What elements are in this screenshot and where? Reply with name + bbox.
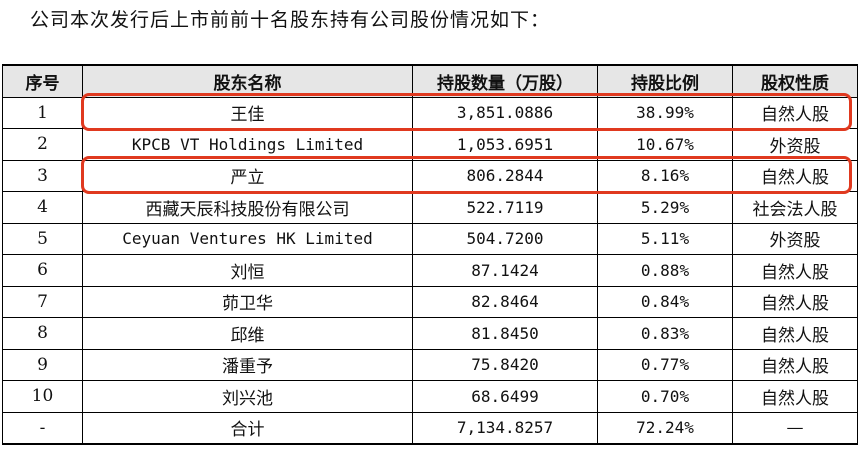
cell-shares: 81.8450 [412, 317, 598, 350]
cell-holder-name: 潘重予 [82, 348, 413, 381]
table-row: 4 西藏天辰科技股份有限公司 522.7119 5.29% 社会法人股 [2, 191, 858, 224]
cell-equity-type: 自然人股 [732, 96, 858, 129]
cell-seq: 1 [2, 96, 83, 129]
table-row: 7 茆卫华 82.8464 0.84% 自然人股 [2, 285, 858, 318]
cell-equity-type: 自然人股 [732, 159, 858, 192]
cell-ratio: 72.24% [597, 411, 733, 445]
cell-holder-name: 刘兴池 [82, 380, 413, 413]
cell-equity-type: 外资股 [732, 222, 858, 255]
cell-ratio: 0.88% [597, 254, 733, 287]
cell-ratio: 5.11% [597, 222, 733, 255]
intro-text: 公司本次发行后上市前前十名股东持有公司股份情况如下： [30, 9, 551, 31]
table-row: 8 邱维 81.8450 0.83% 自然人股 [2, 317, 858, 350]
header-equity-type: 股权性质 [732, 64, 858, 98]
cell-equity-type: 自然人股 [732, 254, 858, 287]
cell-seq: - [2, 411, 83, 445]
cell-equity-type: 社会法人股 [732, 191, 858, 224]
cell-holder-name: KPCB VT Holdings Limited [82, 128, 413, 161]
cell-holder-name: 严立 [82, 159, 413, 192]
total-row: - 合计 7,134.8257 72.24% — [2, 411, 858, 445]
cell-shares: 1,053.6951 [412, 128, 598, 161]
cell-seq: 2 [2, 128, 83, 161]
cell-ratio: 10.67% [597, 128, 733, 161]
cell-ratio: 5.29% [597, 191, 733, 224]
cell-seq: 4 [2, 191, 83, 224]
cell-equity-type: 自然人股 [732, 380, 858, 413]
cell-seq: 6 [2, 254, 83, 287]
cell-shares: 87.1424 [412, 254, 598, 287]
table-row: 9 潘重予 75.8420 0.77% 自然人股 [2, 348, 858, 381]
cell-shares: 7,134.8257 [412, 411, 598, 445]
cell-shares: 522.7119 [412, 191, 598, 224]
header-ratio: 持股比例 [597, 64, 733, 98]
cell-shares: 82.8464 [412, 285, 598, 318]
cell-seq: 9 [2, 348, 83, 381]
cell-shares: 68.6499 [412, 380, 598, 413]
cell-ratio: 38.99% [597, 96, 733, 129]
table-row: 1 王佳 3,851.0886 38.99% 自然人股 [2, 96, 858, 129]
cell-seq: 3 [2, 159, 83, 192]
cell-equity-type: 自然人股 [732, 317, 858, 350]
cell-holder-name: 邱维 [82, 317, 413, 350]
cell-shares: 3,851.0886 [412, 96, 598, 129]
cell-shares: 504.7200 [412, 222, 598, 255]
cell-shares: 75.8420 [412, 348, 598, 381]
cell-seq: 5 [2, 222, 83, 255]
cell-holder-name: 王佳 [82, 96, 413, 129]
table-header-row: 序号 股东名称 持股数量（万股） 持股比例 股权性质 [2, 64, 858, 98]
cell-holder-name: 茆卫华 [82, 285, 413, 318]
cell-ratio: 0.70% [597, 380, 733, 413]
header-seq: 序号 [2, 64, 83, 98]
cell-equity-type: — [732, 411, 858, 445]
cell-holder-name: 西藏天辰科技股份有限公司 [82, 191, 413, 224]
cell-shares: 806.2844 [412, 159, 598, 192]
cell-equity-type: 外资股 [732, 128, 858, 161]
cell-holder-name: 刘恒 [82, 254, 413, 287]
header-holder-name: 股东名称 [82, 64, 413, 98]
table-row: 2 KPCB VT Holdings Limited 1,053.6951 10… [2, 128, 858, 161]
cell-seq: 10 [2, 380, 83, 413]
cell-ratio: 0.84% [597, 285, 733, 318]
cell-holder-name: 合计 [82, 411, 413, 445]
cell-equity-type: 自然人股 [732, 348, 858, 381]
cell-seq: 8 [2, 317, 83, 350]
cell-seq: 7 [2, 285, 83, 318]
header-shares: 持股数量（万股） [412, 64, 598, 98]
table-row: 6 刘恒 87.1424 0.88% 自然人股 [2, 254, 858, 287]
cell-ratio: 0.83% [597, 317, 733, 350]
cell-holder-name: Ceyuan Ventures HK Limited [82, 222, 413, 255]
table-row: 3 严立 806.2844 8.16% 自然人股 [2, 159, 858, 192]
cell-ratio: 0.77% [597, 348, 733, 381]
table-row: 10 刘兴池 68.6499 0.70% 自然人股 [2, 380, 858, 413]
cell-ratio: 8.16% [597, 159, 733, 192]
cell-equity-type: 自然人股 [732, 285, 858, 318]
table-row: 5 Ceyuan Ventures HK Limited 504.7200 5.… [2, 222, 858, 255]
shareholders-table: 序号 股东名称 持股数量（万股） 持股比例 股权性质 1 王佳 3,851.08… [2, 64, 858, 445]
